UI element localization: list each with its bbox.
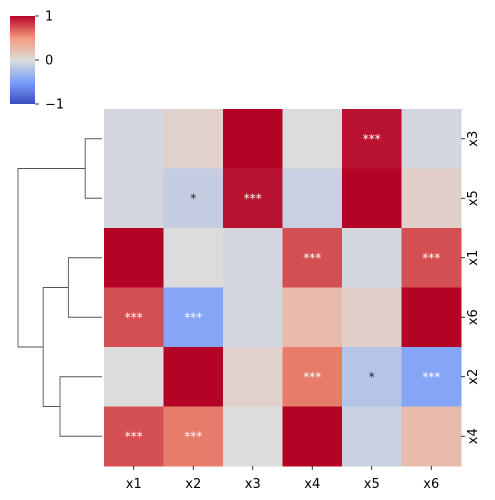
heatmap-cell-x5-x3 [223,168,283,229]
heatmap-cell-x5-x4 [282,168,343,229]
heatmap-cell-x2-x5 [342,347,402,407]
y-tick-label-x2: x2 [466,369,481,385]
dendrogram-link [42,287,69,407]
heatmap-cell-x4-x2 [163,406,224,467]
annotation-x2-x5: * [369,370,375,384]
heatmap-cell-x3-x3 [223,109,283,169]
y-tick-label-x1: x1 [466,250,481,266]
heatmap-cell-x1-x4 [282,228,343,288]
x-tick-label-x6: x6 [423,477,439,492]
dendrogram-link [59,376,102,437]
colorbar: 1 0 −1 [10,10,64,113]
colorbar-gradient [10,16,35,104]
y-tick-label-x3: x3 [466,131,481,147]
x-tick-label-x2: x2 [185,477,201,492]
annotation-x2-x4: *** [303,370,321,384]
x-tick-label-x3: x3 [245,477,261,492]
heatmap-cell-x2-x6 [401,347,462,407]
heatmap-cell-x4-x4 [282,406,343,467]
heatmap-cell-x5-x2 [163,168,224,229]
annotation-x4-x2: *** [184,429,202,443]
y-tick-label-x4: x4 [466,428,481,444]
heatmap-cell-x2-x3 [223,347,283,407]
heatmap-cell-x6-x3 [223,287,283,348]
x-tick-label-x1: x1 [126,477,142,492]
annotation-x1-x6: *** [422,251,440,265]
annotation-x3-x5: *** [363,132,381,146]
heatmap-cell-x5-x5 [342,168,402,229]
colorbar-tick-label: −1 [45,98,64,113]
y-tick-labels: x3 x5 x1 x6 x2 x4 [461,131,481,444]
x-tick-label-x5: x5 [364,477,380,492]
x-tick-label-x4: x4 [304,477,320,492]
annotation-x5-x2: * [190,191,196,205]
heatmap-cell-x1-x5 [342,228,402,288]
colorbar-tick-label: 0 [45,54,53,69]
heatmap-cell-x6-x2 [163,287,224,348]
dendrogram-link [84,138,102,199]
heatmap-cell-x1-x1 [104,228,164,288]
heatmap-cell-x2-x2 [163,347,224,407]
dendrogram-link [17,168,86,348]
heatmap-cell-x6-x5 [342,287,402,348]
annotation-x5-x3: *** [244,191,262,205]
heatmap-cell-x3-x5 [342,109,402,169]
heatmap-cell-x3-x1 [104,109,164,169]
heatmap-cell-x4-x3 [223,406,283,467]
heatmap-cell-x3-x6 [401,109,462,169]
colorbar-tick-label: 1 [45,10,53,25]
y-tick-label-x5: x5 [466,190,481,206]
row-dendrogram [17,138,102,437]
heatmap-cell-x6-x4 [282,287,343,348]
heatmap-cell-x4-x1 [104,406,164,467]
heatmap-cell-x4-x5 [342,406,402,467]
heatmap-cell-x1-x2 [163,228,224,288]
heatmap-cell-x6-x6 [401,287,462,348]
heatmap-cell-x3-x2 [163,109,224,169]
dendrogram-link [67,257,102,318]
annotation-x6-x1: *** [125,310,143,324]
heatmap-cells [104,109,462,467]
heatmap-cell-x3-x4 [282,109,343,169]
colorbar-ticks: 1 0 −1 [35,10,64,113]
heatmap-cell-x1-x6 [401,228,462,288]
annotation-x6-x2: *** [184,310,202,324]
annotation-x2-x6: *** [422,370,440,384]
annotation-x1-x4: *** [303,251,321,265]
heatmap-cell-x5-x1 [104,168,164,229]
heatmap-cell-x2-x4 [282,347,343,407]
x-tick-labels: x1 x2 x3 x4 x5 x6 [126,466,439,492]
heatmap-annotations: **** ****** ****** ****** * ****** *** [125,132,441,444]
y-tick-label-x6: x6 [466,309,481,325]
heatmap-cell-x6-x1 [104,287,164,348]
heatmap-cell-x5-x6 [401,168,462,229]
annotation-x4-x1: *** [125,429,143,443]
heatmap-cell-x2-x1 [104,347,164,407]
heatmap-cell-x1-x3 [223,228,283,288]
heatmap-cell-x4-x6 [401,406,462,467]
